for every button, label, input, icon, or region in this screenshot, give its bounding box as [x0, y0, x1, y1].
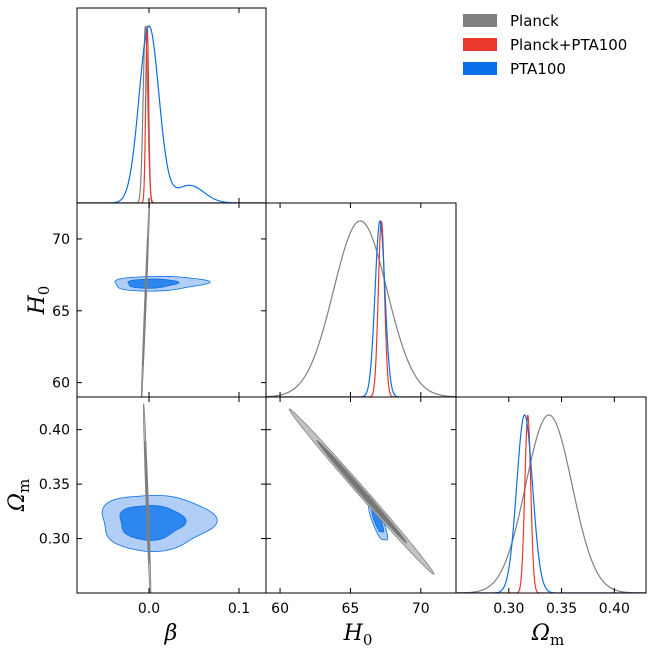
h0-y-tick-label: 70: [52, 232, 70, 248]
h0-y-tick-label: 60: [52, 376, 70, 392]
xlabel-beta: β: [164, 621, 178, 646]
omegam-marginal-curve-planck-pta100: [456, 414, 646, 593]
beta-marginal-curve-pta100: [77, 25, 266, 203]
h0-marginal-curve-pta100: [266, 219, 456, 397]
omegam-y-tick-label: 0.35: [39, 477, 70, 493]
axis-labels: β H0 Ωm H0 Ωm: [5, 286, 564, 649]
legend-label-planck: Planck: [510, 12, 559, 30]
beta-tick-label: 0.0: [138, 601, 160, 617]
omegam-beta-inner-contour-pta100: [119, 505, 187, 541]
h0-marginal-curve-planck-pta100: [266, 220, 456, 397]
beta-marginal-curve-planck: [77, 25, 266, 203]
panel-omegam-vs-h0: [265, 396, 457, 594]
beta-marginal-curve-planck-pta100: [77, 25, 266, 203]
legend-swatch-pta100: [463, 62, 497, 75]
ylabel-omegam: Ωm: [5, 479, 33, 512]
beta-tick-label: 0.1: [228, 601, 250, 617]
omegam-tick-label: 0.40: [599, 601, 630, 617]
h0-beta-inner-contour-planck: [142, 237, 149, 367]
omegam-beta-inner-contour-planck: [144, 440, 150, 565]
h0-tick-label: 65: [342, 601, 360, 617]
omegam-marginal-curve-pta100: [456, 414, 646, 593]
legend-swatch-planck-pta100: [463, 38, 497, 51]
h0-y-tick-label: 65: [52, 304, 70, 320]
omegam-tick-label: 0.35: [546, 601, 577, 617]
ylabel-h0: H0: [25, 286, 53, 316]
h0-marginal-curve-planck: [266, 220, 456, 397]
panel-beta-marginal: [76, 7, 267, 204]
omegam-marginal-curve-planck: [456, 414, 646, 593]
legend: Planck Planck+PTA100 PTA100: [463, 12, 627, 78]
panel-h0-vs-beta: [76, 202, 267, 398]
panel-omegam-vs-beta: [76, 396, 267, 594]
legend-label-pta100: PTA100: [510, 60, 566, 78]
xlabel-h0: H0: [343, 621, 373, 649]
omegam-tick-label: 0.30: [493, 601, 524, 617]
legend-swatch-planck: [463, 14, 497, 27]
h0-beta-inner-contour-pta100: [127, 278, 180, 289]
xlabel-omegam: Ωm: [531, 621, 564, 649]
legend-label-planck-pta100: Planck+PTA100: [510, 36, 627, 54]
omegam-y-tick-label: 0.30: [39, 532, 70, 548]
omegam-y-tick-label: 0.40: [39, 423, 70, 439]
omegam-h0-inner-contour-planck: [316, 440, 408, 544]
panel-h0-marginal: [265, 202, 457, 398]
panel-omegam-marginal: [455, 396, 647, 594]
h0-tick-label: 60: [271, 601, 289, 617]
axis-ticks: 0.0 0.1 60 65 70 0.30 0.35 0.40 60 65 70 0.30 0.35 0.…: [39, 8, 630, 617]
h0-tick-label: 70: [412, 601, 430, 617]
